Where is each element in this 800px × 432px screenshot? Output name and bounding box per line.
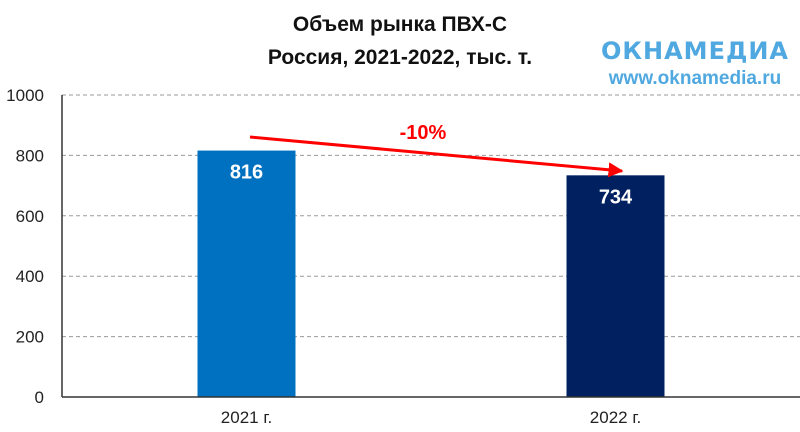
bar-value-label: 734 xyxy=(599,186,633,208)
bar-value-label: 816 xyxy=(230,162,263,184)
x-category-label: 2021 г. xyxy=(221,408,272,427)
bar-2 xyxy=(566,175,665,397)
change-label: -10% xyxy=(400,122,447,144)
brand-logo: ОКНАМЕДИА www.oknamedia.ru xyxy=(601,37,789,89)
change-arrow xyxy=(249,135,624,178)
y-axis-ticks: 0 200 400 600 800 1000 xyxy=(6,86,44,407)
change-annotation: -10% xyxy=(249,122,624,178)
chart-title-line-1: Объем рынка ПВХ-С xyxy=(293,13,507,36)
y-tick-label: 800 xyxy=(16,146,44,165)
bars: 816 734 xyxy=(197,150,665,397)
y-tick-label: 600 xyxy=(16,207,44,226)
y-tick-label: 400 xyxy=(16,267,44,286)
logo-url: www.oknamedia.ru xyxy=(608,68,781,89)
bar-1 xyxy=(197,150,296,397)
axes xyxy=(61,95,800,398)
x-category-label: 2022 г. xyxy=(590,408,641,427)
y-tick-label: 200 xyxy=(16,328,44,347)
y-tick-label: 1000 xyxy=(6,86,44,105)
y-tick-label: 0 xyxy=(35,388,44,407)
logo-name: ОКНАМЕДИА xyxy=(601,37,789,65)
x-axis-categories: 2021 г. 2022 г. xyxy=(221,408,641,427)
chart-title-line-2: Россия, 2021-2022, тыс. т. xyxy=(268,46,532,69)
gridlines xyxy=(62,94,800,338)
